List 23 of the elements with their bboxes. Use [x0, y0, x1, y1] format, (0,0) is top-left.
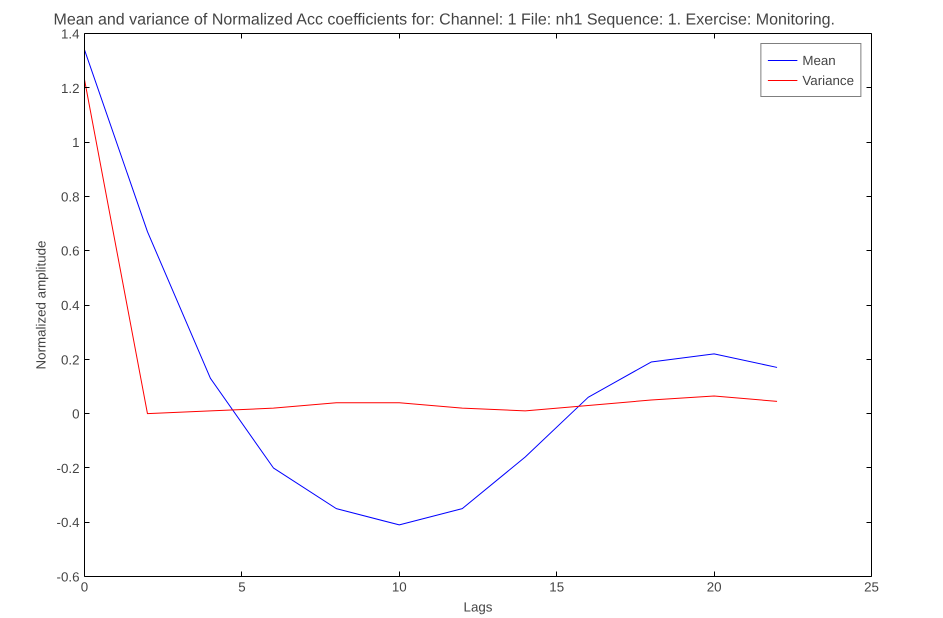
y-tick-label: 1.2: [60, 80, 80, 96]
x-tick-label: 25: [864, 580, 879, 594]
y-tick-label: 0.4: [60, 298, 80, 313]
chart-title: Mean and variance of Normalized Acc coefficients for: Channel: 1 File: nh1 Sequence: 1. Exercise: Monitoring.: [53, 12, 835, 28]
legend-label: Variance: [802, 72, 854, 88]
line-series: [84, 49, 778, 526]
y-tick-label: 0.2: [60, 352, 80, 368]
y-tick-label: 0: [72, 406, 80, 422]
y-tick-label: 0.6: [60, 244, 80, 259]
x-tick-label: 5: [238, 580, 246, 594]
y-tick-label: -0.4: [56, 515, 80, 530]
x-tick-label: 15: [549, 580, 564, 594]
x-tick-label: 20: [706, 580, 722, 594]
y-tick-label: -0.2: [56, 460, 80, 476]
legend-label: Mean: [802, 52, 836, 68]
line-series: [84, 79, 778, 414]
y-tick-label: -0.6: [56, 570, 80, 584]
y-tick-label: 1.4: [60, 26, 80, 42]
y-axis-title: Normalized amplitude: [34, 240, 49, 370]
x-axis-title: Lags: [464, 600, 493, 614]
y-tick-label: 1: [72, 135, 80, 150]
x-tick-label: 10: [392, 580, 407, 594]
y-tick-label: 0.8: [60, 189, 80, 204]
